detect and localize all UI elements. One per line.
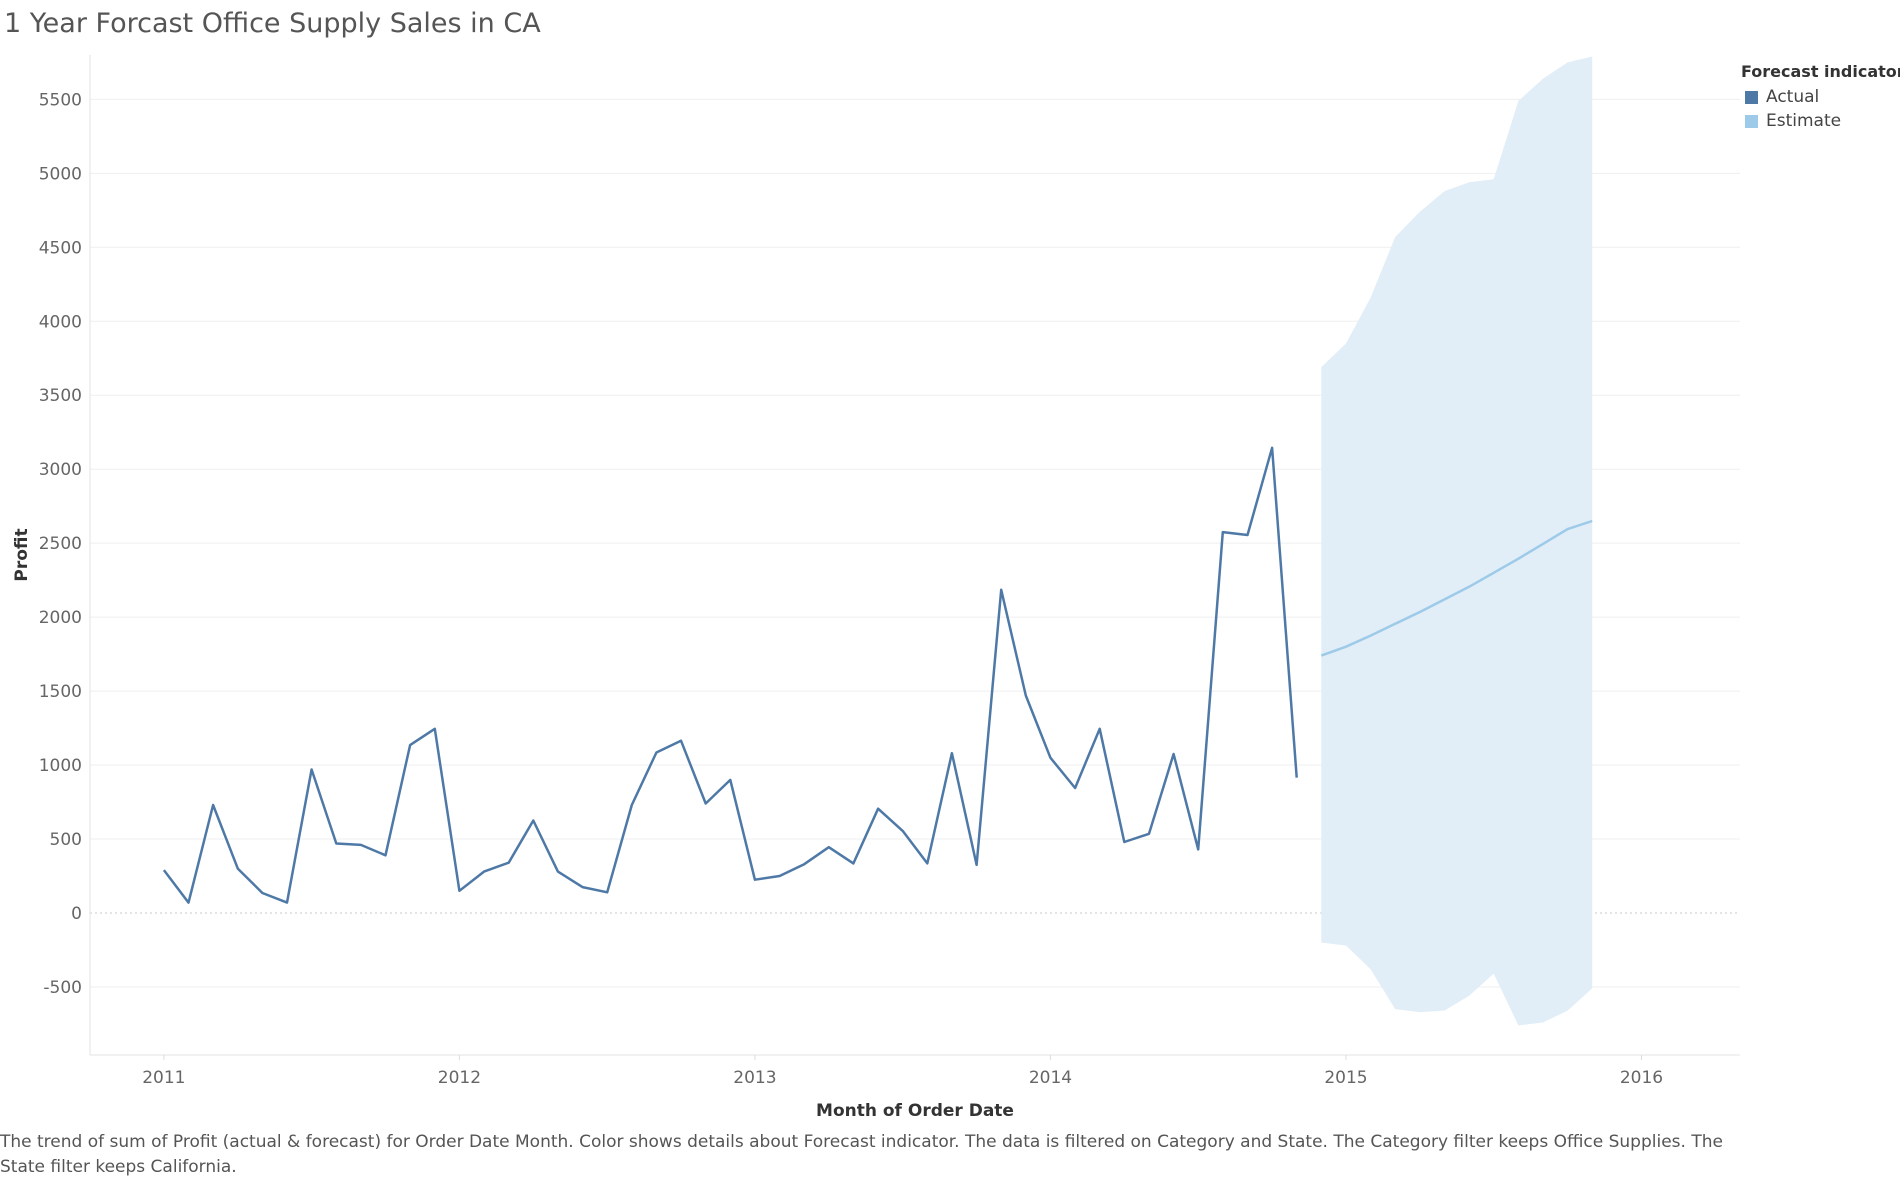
legend-swatch-actual [1745,90,1758,104]
legend-title: Forecast indicator [1741,62,1900,81]
y-tick-label: -500 [43,978,82,998]
legend: Forecast indicator Actual Estimate [1741,62,1900,133]
legend-swatch-estimate [1745,114,1758,128]
legend-item-estimate[interactable]: Estimate [1741,109,1900,133]
y-tick-label: 1000 [39,756,82,776]
series-lines [162,446,1593,904]
forecast-band [1321,56,1593,1026]
x-tick-label: 2014 [1029,1068,1072,1088]
y-tick-label: 5500 [39,90,82,110]
y-tick-label: 2500 [39,534,82,554]
x-tick-label: 2012 [438,1068,481,1088]
x-tick-label: 2013 [733,1068,776,1088]
y-tick-label: 5000 [39,164,82,184]
y-axis-title: Profit [12,528,32,581]
x-axis-title: Month of Order Date [816,1101,1014,1121]
axis-labels: -500 0 500 1000 1500 2000 2500 3000 3500 4000 4500… [12,90,1663,1121]
y-tick-label: 4000 [39,312,82,332]
legend-label-estimate: Estimate [1766,111,1842,131]
series-line-estimate [1320,519,1593,657]
x-tick-label: 2011 [142,1068,185,1088]
line-chart: -500 0 500 1000 1500 2000 2500 3000 3500 4000 4500… [12,55,1740,1121]
y-tick-label: 3500 [39,386,82,406]
prediction-interval-band [1321,56,1593,1026]
y-tick-label: 2000 [39,608,82,628]
chart-caption: The trend of sum of Profit (actual & for… [0,1132,1723,1177]
axes [89,55,1740,1060]
y-tick-label: 4500 [39,238,82,258]
chart-title: 1 Year Forcast Office Supply Sales in CA [4,8,541,39]
legend-item-actual[interactable]: Actual [1741,85,1900,109]
series-line-actual [162,446,1298,904]
x-tick-label: 2016 [1620,1068,1663,1088]
y-tick-label: 3000 [39,460,82,480]
y-tick-label: 500 [50,830,82,850]
y-tick-label: 1500 [39,682,82,702]
legend-label-actual: Actual [1766,87,1820,107]
x-tick-label: 2015 [1324,1068,1367,1088]
y-tick-label: 0 [71,904,82,924]
